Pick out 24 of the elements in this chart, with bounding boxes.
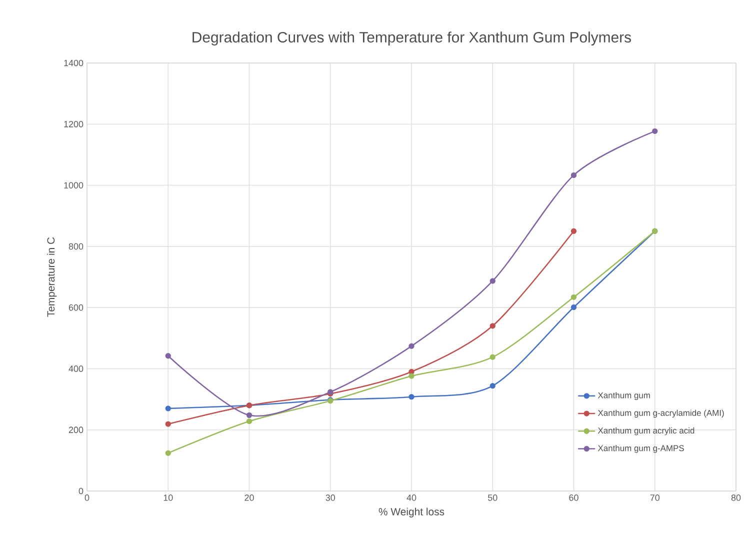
y-tick-label: 600 (68, 304, 84, 311)
y-tick-label: 0 (78, 488, 84, 494)
x-tick-label: 70 (650, 494, 660, 501)
legend-label: Xanthum gum (598, 392, 650, 400)
x-tick-label: 20 (244, 494, 254, 501)
legend-label: Xanthum gum g-AMPS (598, 444, 684, 453)
x-tick-label: 60 (569, 494, 578, 501)
x-tick-label: 10 (164, 494, 173, 501)
y-axis-title: Temperature in C (46, 237, 57, 317)
x-tick-label: 40 (406, 494, 416, 501)
y-tick-label: 1000 (64, 182, 84, 188)
x-tick-label: 30 (326, 494, 336, 501)
chart-title: Degradation Curves with Temperature for Xanthum Gum Polymers (192, 32, 631, 46)
legend-label: Xanthum gum g-acrylamide (AMI) (598, 410, 724, 418)
legend-label: Xanthum gum acrylic acid (598, 427, 694, 436)
x-tick-label: 80 (731, 494, 741, 501)
y-tick-label: 1200 (64, 120, 84, 128)
y-tick-label: 400 (68, 366, 84, 372)
x-tick-label: 0 (84, 494, 90, 501)
y-tick-label: 800 (68, 243, 84, 250)
y-tick-label: 1400 (64, 60, 84, 66)
y-tick-label: 200 (68, 426, 84, 434)
x-tick-label: 50 (488, 494, 498, 501)
x-axis-title: % Weight loss (378, 508, 444, 518)
